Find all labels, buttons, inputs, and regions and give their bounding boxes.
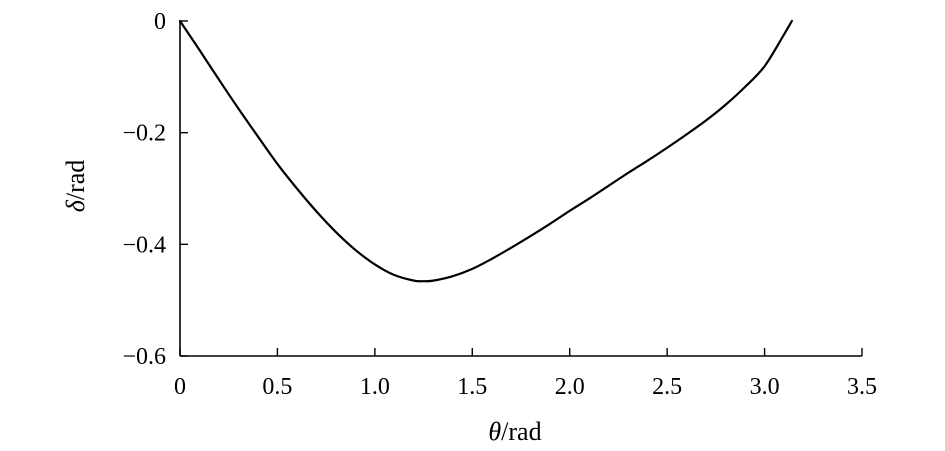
y-tick-label: 0	[154, 9, 166, 35]
y-tick-label: −0.2	[122, 121, 166, 147]
x-tick-label: 3.0	[750, 374, 780, 400]
x-tick-label: 2.5	[652, 374, 682, 400]
y-axis-symbol: δ	[61, 199, 90, 212]
x-ticks: 0 0.5 1.0 1.5 2.0 2.5 3.0 3.5	[174, 348, 877, 400]
y-tick-label: −0.4	[122, 232, 166, 258]
y-axis-unit: /rad	[61, 160, 90, 200]
x-tick-label: 0.5	[262, 374, 292, 400]
x-tick-label: 1.0	[360, 374, 390, 400]
x-tick-label: 3.5	[847, 374, 877, 400]
y-ticks: 0 −0.2 −0.4 −0.6	[122, 9, 188, 370]
plot-area: 0 0.5 1.0 1.5 2.0 2.5 3.0 3.5 0 −0.2 −0.4 −0.6	[122, 9, 877, 400]
x-tick-label: 1.5	[457, 374, 487, 400]
x-axis-label: θ/rad	[488, 417, 541, 446]
x-tick-label: 0	[174, 374, 186, 400]
x-axis-unit: /rad	[501, 417, 541, 446]
y-tick-label: −0.6	[122, 344, 166, 370]
x-tick-label: 2.0	[555, 374, 585, 400]
series-line	[178, 19, 793, 283]
y-axis-label: δ/rad	[61, 160, 90, 213]
x-axis-symbol: θ	[488, 417, 501, 446]
